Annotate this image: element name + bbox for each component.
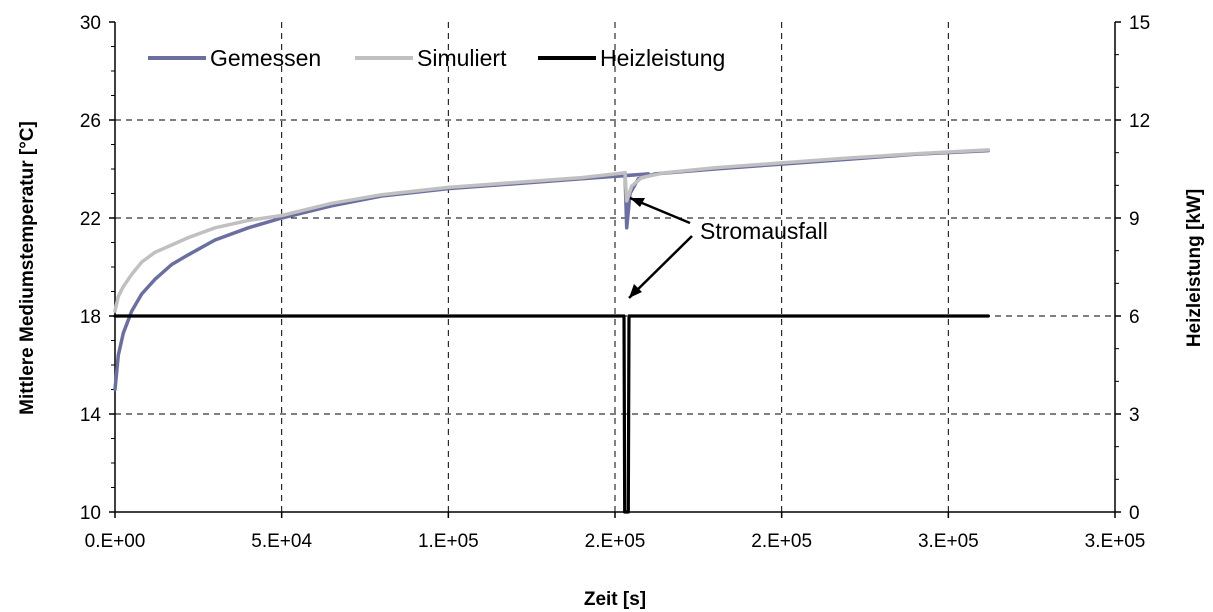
annotation-label: Stromausfall <box>700 218 828 244</box>
y-right-tick-label: 15 <box>1129 13 1150 34</box>
grid-lines <box>115 22 1115 512</box>
annotation-arrow-lower <box>628 235 693 299</box>
series-lines <box>113 148 991 514</box>
x-tick-label: 2.E+05 <box>751 531 812 552</box>
y-right-tick-label: 12 <box>1129 111 1150 132</box>
y-right-tick-label: 0 <box>1129 503 1140 524</box>
legend: Gemessen Simuliert Heizleistung <box>148 45 725 71</box>
x-tick-label: 0.E+00 <box>85 531 146 552</box>
x-tick-label: 1.E+05 <box>418 531 479 552</box>
x-tick-label: 5.E+04 <box>251 531 312 552</box>
tick-labels: 0.E+00 5.E+04 1.E+05 2.E+05 2.E+05 3.E+05 3.E+… <box>80 13 1150 552</box>
legend-label-gemessen: Gemessen <box>210 45 321 71</box>
annotation-arrowhead-lower <box>629 284 642 298</box>
y-right-tick-label: 9 <box>1129 209 1140 230</box>
annotation-arrowhead-upper <box>630 198 645 207</box>
annotation-stromausfall: Stromausfall <box>628 196 828 299</box>
y-left-tick-label: 14 <box>80 405 102 426</box>
x-tick-label: 3.E+05 <box>918 531 979 552</box>
x-axis-title: Zeit [s] <box>584 589 646 610</box>
y-left-tick-label: 30 <box>80 13 101 34</box>
legend-label-heizleistung: Heizleistung <box>600 45 725 71</box>
x-tick-label: 3.E+05 <box>1085 531 1146 552</box>
legend-label-simuliert: Simuliert <box>417 45 507 71</box>
y-left-tick-label: 22 <box>80 209 101 230</box>
series-line-heizleistung <box>113 314 990 514</box>
x-tick-label: 2.E+05 <box>585 531 646 552</box>
y-left-tick-label: 18 <box>80 307 101 328</box>
series-line-gemessen <box>113 148 991 392</box>
y-axis-right-title: Heizleistung [kW] <box>1184 189 1205 347</box>
y-left-tick-label: 26 <box>80 111 101 132</box>
y-left-tick-label: 10 <box>80 503 101 524</box>
y-right-tick-label: 3 <box>1129 405 1140 426</box>
y-axis-left-title: Mittlere Mediumstemperatur [°C] <box>17 121 38 415</box>
series-line-simuliert <box>113 148 991 313</box>
axes <box>109 21 1121 518</box>
y-right-tick-label: 6 <box>1129 307 1140 328</box>
